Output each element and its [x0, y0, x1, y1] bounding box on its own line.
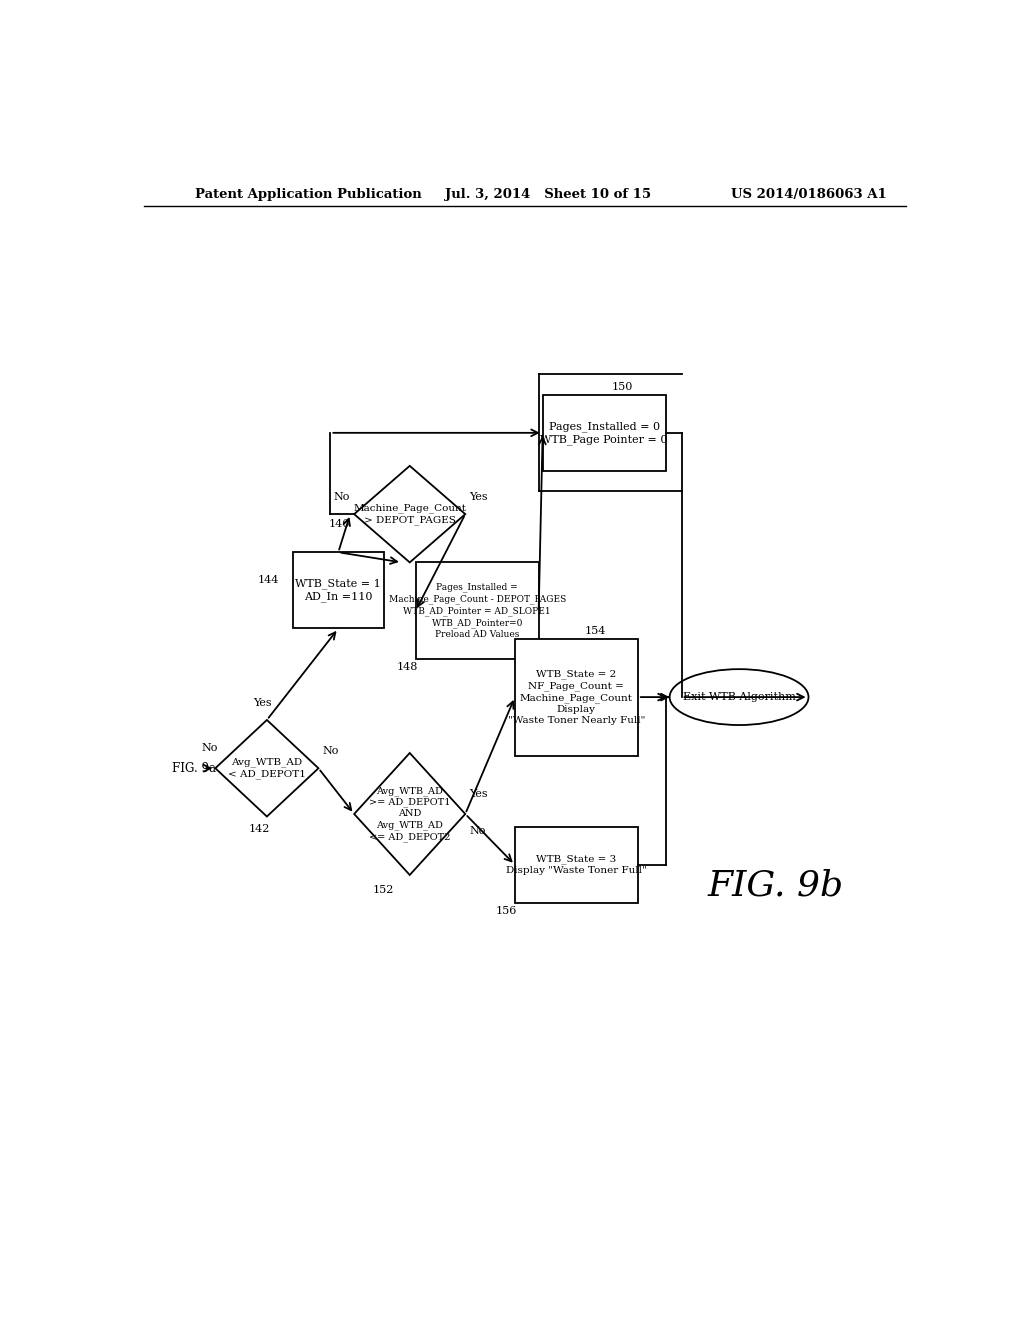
Text: Avg_WTB_AD
< AD_DEPOT1: Avg_WTB_AD < AD_DEPOT1 [228, 758, 306, 779]
Text: US 2014/0186063 A1: US 2014/0186063 A1 [731, 189, 887, 202]
Text: 144: 144 [257, 576, 279, 585]
Text: Exit WTB Algorithm: Exit WTB Algorithm [683, 692, 796, 702]
Text: WTB_State = 2
NF_Page_Count =
Machine_Page_Count
Display
"Waste Toner Nearly Ful: WTB_State = 2 NF_Page_Count = Machine_Pa… [508, 669, 645, 725]
Text: Avg_WTB_AD
>= AD_DEPOT1
AND
Avg_WTB_AD
<= AD_DEPOT2: Avg_WTB_AD >= AD_DEPOT1 AND Avg_WTB_AD <… [369, 785, 451, 842]
Text: Jul. 3, 2014   Sheet 10 of 15: Jul. 3, 2014 Sheet 10 of 15 [445, 189, 651, 202]
Text: Patent Application Publication: Patent Application Publication [196, 189, 422, 202]
Text: No: No [469, 826, 485, 836]
FancyBboxPatch shape [543, 395, 666, 471]
Text: Yes: Yes [469, 492, 487, 502]
Text: FIG. 9b: FIG. 9b [708, 869, 844, 902]
Text: 152: 152 [373, 886, 394, 895]
Polygon shape [354, 752, 465, 875]
Text: FIG. 9a: FIG. 9a [172, 762, 216, 775]
Text: 148: 148 [396, 661, 418, 672]
Text: 150: 150 [612, 381, 634, 392]
FancyBboxPatch shape [515, 639, 638, 755]
Text: No: No [323, 746, 339, 756]
FancyBboxPatch shape [293, 552, 384, 628]
Text: No: No [202, 743, 218, 752]
Text: 154: 154 [585, 626, 605, 636]
Text: 146: 146 [329, 519, 350, 529]
Text: 142: 142 [248, 824, 269, 834]
FancyBboxPatch shape [416, 562, 539, 659]
Text: WTB_State = 3
Display "Waste Toner Full": WTB_State = 3 Display "Waste Toner Full" [506, 854, 647, 875]
Text: Yes: Yes [469, 789, 487, 799]
Text: Pages_Installed =
Machine_Page_Count - DEPOT_PAGES
WTB_AD_Pointer = AD_SLOPE1
WT: Pages_Installed = Machine_Page_Count - D… [388, 582, 566, 639]
Text: Pages_Installed = 0
WTB_Page Pointer = 0: Pages_Installed = 0 WTB_Page Pointer = 0 [541, 421, 668, 445]
Text: Machine_Page_Count
> DEPOT_PAGES: Machine_Page_Count > DEPOT_PAGES [353, 503, 466, 525]
Text: No: No [334, 492, 350, 502]
Text: WTB_State = 1
AD_In =110: WTB_State = 1 AD_In =110 [296, 578, 381, 602]
Polygon shape [215, 719, 318, 817]
FancyBboxPatch shape [515, 826, 638, 903]
Polygon shape [354, 466, 465, 562]
Ellipse shape [670, 669, 809, 725]
Text: Yes: Yes [254, 698, 272, 708]
Text: 156: 156 [496, 906, 517, 916]
